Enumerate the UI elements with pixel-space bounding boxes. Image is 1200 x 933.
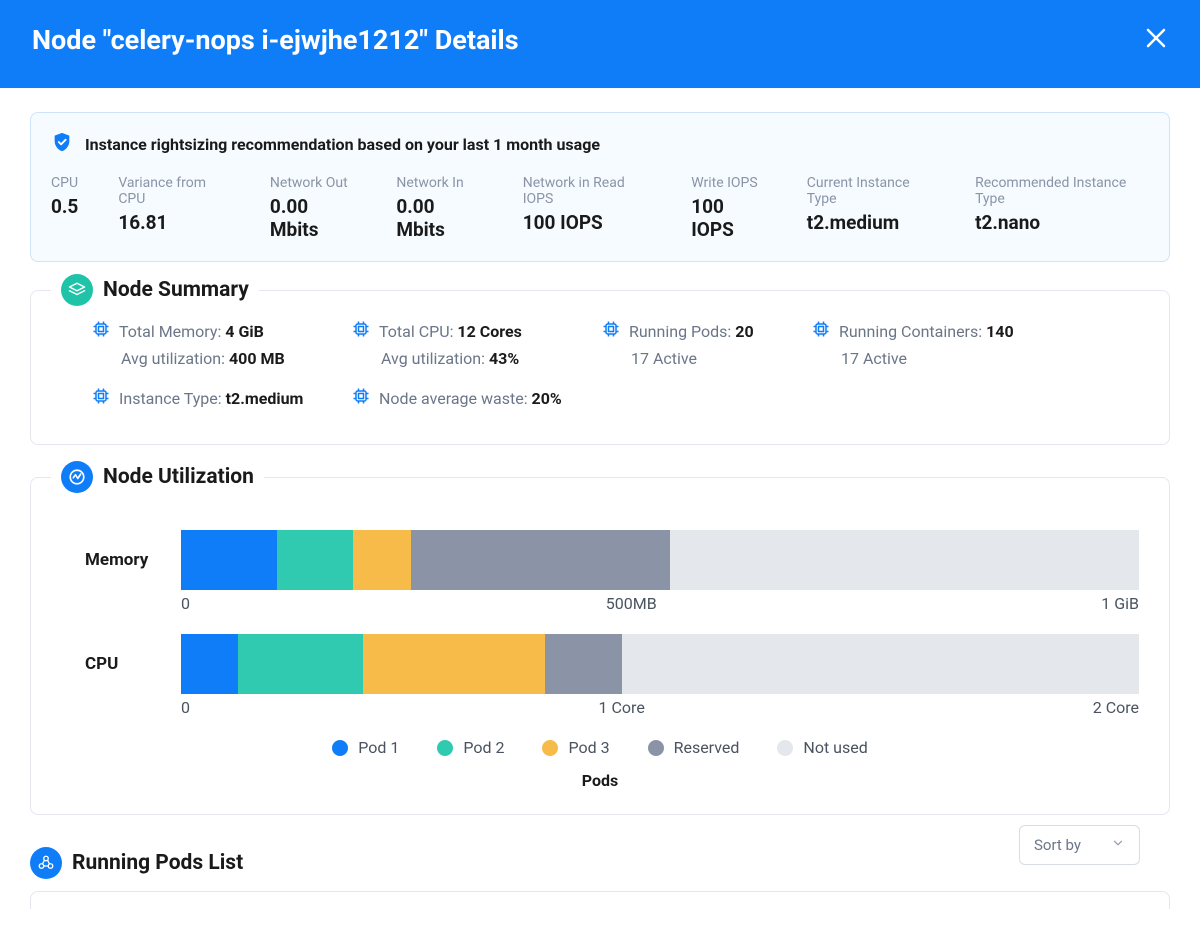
utilization-axis: 0 1 Core 2 Core: [61, 698, 1139, 720]
legend-swatch: [332, 740, 348, 756]
bar-segment: [622, 634, 1139, 694]
legend-swatch: [648, 740, 664, 756]
summary-instance-type: Instance Type: t2.medium: [91, 386, 351, 410]
stacked-bar: [181, 634, 1139, 694]
running-pods-section: Running Pods List Sort by: [30, 847, 1170, 909]
utilization-row: CPU: [61, 634, 1139, 694]
utilization-row-label: CPU: [61, 654, 181, 674]
chip-icon: [91, 319, 111, 343]
metric: CPU 0.5: [51, 175, 78, 241]
activity-icon: [61, 461, 93, 493]
utilization-row-label: Memory: [61, 550, 181, 570]
summary-running-pods: Running Pods: 20: [601, 319, 811, 343]
sort-by-label: Sort by: [1034, 836, 1081, 854]
metric-label: Network Out: [270, 175, 356, 191]
chip-icon: [351, 319, 371, 343]
chip-icon: [601, 319, 621, 343]
bar-segment: [363, 634, 545, 694]
legend-item: Not used: [777, 738, 867, 757]
metric-value: t2.nano: [975, 211, 1149, 234]
metric-value: 16.81: [118, 211, 230, 234]
metric-label: Current Instance Type: [807, 175, 935, 207]
summary-pods-active: 17 Active: [601, 349, 811, 368]
legend-swatch: [542, 740, 558, 756]
bar-segment: [545, 634, 622, 694]
bar-segment: [353, 530, 410, 590]
metric-value: t2.medium: [807, 211, 935, 234]
metric: Network in Read IOPS 100 IOPS: [523, 175, 651, 241]
metric: Network Out 0.00 Mbits: [270, 175, 356, 241]
summary-running-containers: Running Containers: 140: [811, 319, 1061, 343]
stacked-bar: [181, 530, 1139, 590]
legend-swatch: [777, 740, 793, 756]
metric-label: Variance from CPU: [118, 175, 230, 207]
node-summary-title: Node Summary: [103, 278, 249, 302]
metric: Network In 0.00 Mbits: [396, 175, 482, 241]
legend-item: Pod 2: [437, 738, 504, 757]
metric: Recommended Instance Type t2.nano: [975, 175, 1149, 241]
running-pods-title: Running Pods List: [72, 851, 243, 875]
legend-item: Reserved: [648, 738, 740, 757]
recommendation-panel: Instance rightsizing recommendation base…: [30, 112, 1170, 262]
legend-label: Pod 2: [463, 738, 504, 757]
cluster-icon: [30, 847, 62, 879]
bar-segment: [411, 530, 670, 590]
summary-memory-util: Avg utilization: 400 MB: [91, 349, 351, 368]
chip-icon: [351, 386, 371, 410]
node-summary-section: Node Summary Total Memory: 4 GiB Avg uti…: [30, 290, 1170, 445]
bar-segment: [181, 634, 238, 694]
bar-segment: [238, 634, 363, 694]
legend-item: Pod 3: [542, 738, 609, 757]
layers-icon: [61, 274, 93, 306]
metric: Variance from CPU 16.81: [118, 175, 230, 241]
legend-label: Not used: [803, 738, 867, 757]
bar-segment: [181, 530, 277, 590]
metric-label: Network In: [396, 175, 482, 191]
sort-by-dropdown[interactable]: Sort by: [1019, 825, 1140, 865]
utilization-axis: 0 500MB 1 GiB: [61, 594, 1139, 616]
utilization-row: Memory: [61, 530, 1139, 590]
summary-node-waste: Node average waste: 20%: [351, 386, 601, 410]
summary-total-cpu: Total CPU: 12 Cores: [351, 319, 601, 343]
metric: Current Instance Type t2.medium: [807, 175, 935, 241]
utilization-legend-caption: Pods: [61, 771, 1139, 790]
metric-value: 0.00 Mbits: [270, 195, 356, 241]
legend-item: Pod 1: [332, 738, 399, 757]
page-header: Node "celery-nops i-ejwjhe1212" Details: [0, 0, 1200, 88]
legend-label: Reserved: [674, 738, 740, 757]
chip-icon: [91, 386, 111, 410]
bar-segment: [277, 530, 354, 590]
close-icon[interactable]: [1144, 26, 1168, 54]
node-utilization-title: Node Utilization: [103, 465, 254, 489]
page-title: Node "celery-nops i-ejwjhe1212" Details: [32, 24, 519, 56]
metric: Write IOPS 100 IOPS: [691, 175, 767, 241]
legend-label: Pod 3: [568, 738, 609, 757]
node-utilization-section: Node Utilization Memory 0 500MB 1 GiB CP…: [30, 477, 1170, 815]
metric-label: Recommended Instance Type: [975, 175, 1149, 207]
summary-total-memory: Total Memory: 4 GiB: [91, 319, 351, 343]
metric-value: 100 IOPS: [691, 195, 767, 241]
metric-value: 0.00 Mbits: [396, 195, 482, 241]
utilization-legend: Pod 1 Pod 2 Pod 3 Reserved Not used: [61, 738, 1139, 757]
chevron-down-icon: [1111, 836, 1125, 854]
legend-label: Pod 1: [358, 738, 399, 757]
summary-containers-active: 17 Active: [811, 349, 1061, 368]
recommendation-metrics: CPU 0.5 Variance from CPU 16.81 Network Out 0…: [51, 175, 1149, 241]
chip-icon: [811, 319, 831, 343]
metric-value: 0.5: [51, 195, 78, 218]
metric-value: 100 IOPS: [523, 211, 651, 234]
metric-label: Write IOPS: [691, 175, 767, 191]
legend-swatch: [437, 740, 453, 756]
metric-label: Network in Read IOPS: [523, 175, 651, 207]
summary-cpu-util: Avg utilization: 43%: [351, 349, 601, 368]
shield-check-icon: [51, 131, 73, 157]
metric-label: CPU: [51, 175, 78, 191]
recommendation-title: Instance rightsizing recommendation base…: [85, 135, 600, 154]
bar-segment: [670, 530, 1139, 590]
